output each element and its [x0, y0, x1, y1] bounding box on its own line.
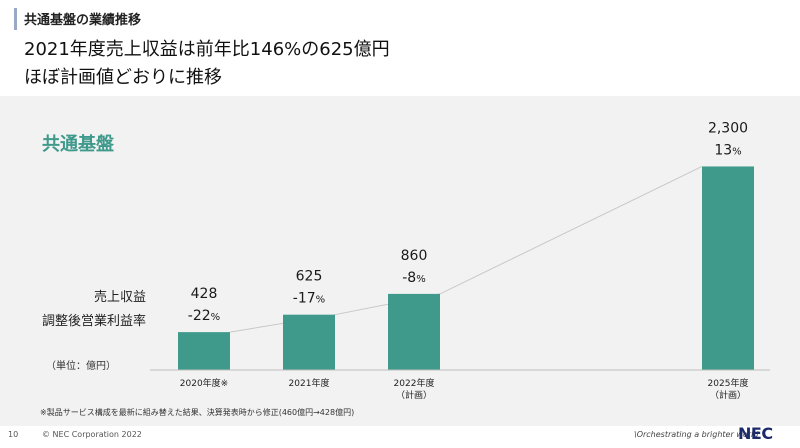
section-label: 共通基盤の業績推移: [24, 13, 142, 28]
bar-0: [178, 332, 230, 370]
trend-line: [229, 166, 703, 333]
tagline: \Orchestrating a brighter world: [634, 430, 759, 439]
copyright: © NEC Corporation 2022: [42, 430, 142, 439]
row-label-margin: 調整後営業利益率: [41, 314, 146, 329]
headline: 2021年度売上収益は前年比146%の625億円 ほぼ計画値どおりに推移: [24, 36, 390, 92]
headline-line-2: ほぼ計画値どおりに推移: [24, 67, 222, 88]
revenue-label-3: 2,300: [708, 120, 748, 136]
panel-title: 共通基盤: [42, 134, 114, 155]
row-label-revenue: 売上収益: [93, 290, 146, 305]
chart-panel: [0, 96, 800, 426]
unit-note: （単位：億円）: [46, 361, 116, 372]
category-label-2-1: （計画）: [396, 389, 432, 401]
bar-2: [388, 293, 440, 370]
footnote: ※製品サービス構成を最新に組み替えた結果、決算発表時から修正(460億円→428…: [40, 408, 355, 417]
page-number: 10: [8, 430, 19, 439]
revenue-label-2: 860: [401, 248, 428, 264]
header-accent-bar: [14, 8, 17, 30]
nec-logo: NEC: [738, 424, 773, 443]
category-label-1-0: 2021年度: [289, 377, 330, 389]
category-label-3-1: （計画）: [710, 389, 746, 401]
footer: [0, 426, 800, 448]
category-label-3-0: 2025年度: [708, 377, 749, 389]
headline-line-1: 2021年度売上収益は前年比146%の625億円: [24, 39, 390, 60]
bar-3: [702, 166, 754, 370]
bar-1: [283, 314, 335, 370]
margin-label-0: -22%: [188, 308, 220, 324]
category-label-0-0: 2020年度※: [180, 377, 228, 389]
revenue-label-0: 428: [191, 286, 218, 302]
revenue-label-1: 625: [296, 269, 323, 285]
margin-label-3: 13%: [714, 142, 741, 158]
margin-label-2: -8%: [402, 270, 425, 286]
category-label-2-0: 2022年度: [394, 377, 435, 389]
margin-label-1: -17%: [293, 291, 325, 307]
